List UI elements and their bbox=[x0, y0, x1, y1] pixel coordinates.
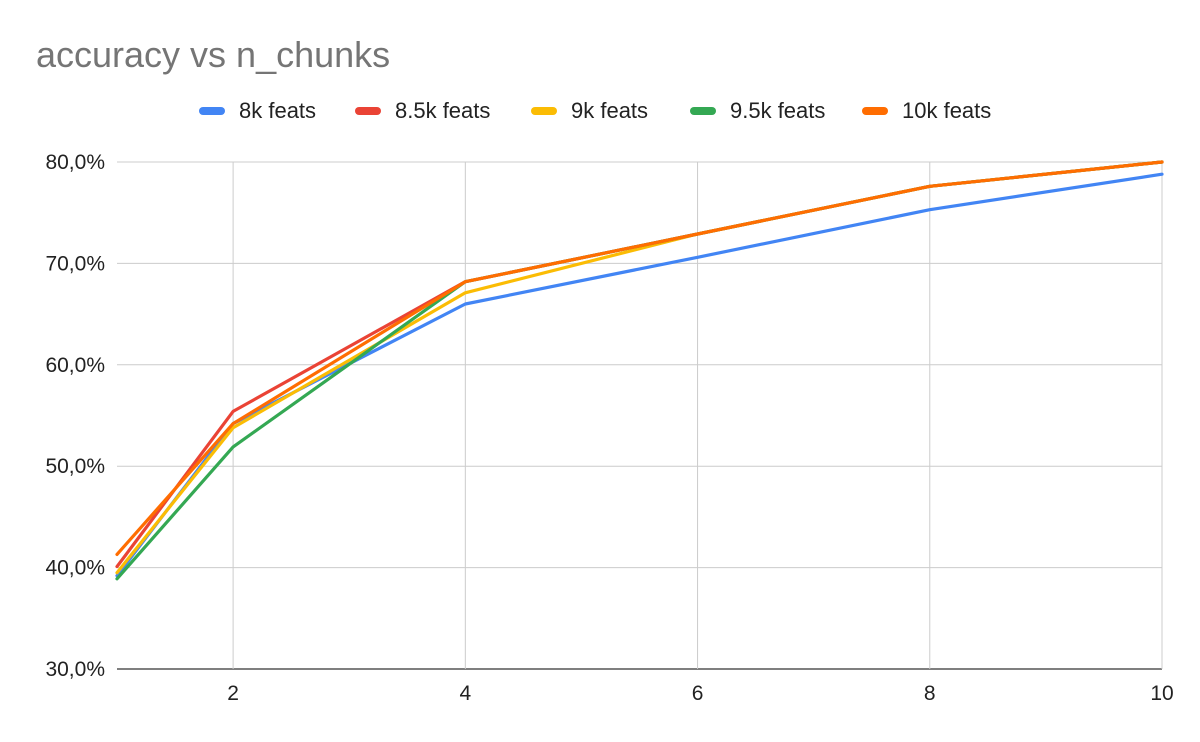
y-tick-label: 60,0% bbox=[45, 354, 105, 377]
x-tick-label: 10 bbox=[1150, 682, 1173, 705]
x-tick-label: 8 bbox=[924, 682, 936, 705]
legend-item: 9.5k feats bbox=[690, 98, 825, 124]
x-tick-label: 4 bbox=[459, 682, 471, 705]
legend-item: 8k feats bbox=[199, 98, 316, 124]
legend-label: 8.5k feats bbox=[395, 98, 491, 123]
y-tick-label: 50,0% bbox=[45, 455, 105, 478]
legend-swatch bbox=[862, 107, 888, 115]
legend-swatch bbox=[690, 107, 716, 115]
legend-label: 10k feats bbox=[902, 98, 992, 123]
series-line bbox=[115, 172, 1164, 578]
legend: 8k feats 8.5k feats 9k feats 9.5k feats 10k … bbox=[0, 98, 1200, 128]
series-line bbox=[115, 160, 1164, 557]
legend-swatch bbox=[355, 107, 381, 115]
x-tick-label: 2 bbox=[227, 682, 239, 705]
y-tick-label: 70,0% bbox=[45, 252, 105, 275]
series-line bbox=[115, 160, 1164, 575]
y-tick-label: 40,0% bbox=[45, 557, 105, 580]
series-lines bbox=[115, 160, 1164, 581]
legend-label: 8k feats bbox=[239, 98, 317, 123]
x-tick-label: 6 bbox=[692, 682, 704, 705]
legend-item: 10k feats bbox=[862, 98, 991, 124]
series-line bbox=[115, 160, 1164, 581]
y-tick-label: 30,0% bbox=[45, 658, 105, 681]
legend-swatch bbox=[199, 107, 225, 115]
legend-swatch bbox=[531, 107, 557, 115]
legend-label: 9k feats bbox=[571, 98, 649, 123]
y-tick-label: 80,0% bbox=[45, 151, 105, 174]
legend-label: 9.5k feats bbox=[730, 98, 826, 123]
chart-title: accuracy vs n_chunks bbox=[36, 34, 391, 75]
legend-item: 8.5k feats bbox=[355, 98, 490, 124]
grid-lines bbox=[117, 161, 1163, 670]
legend-item: 9k feats bbox=[531, 98, 648, 124]
tick-labels: 30,0% 40,0% 50,0% 60,0% 70,0% 80,0% 2 4 6 8 10 bbox=[45, 151, 1173, 705]
